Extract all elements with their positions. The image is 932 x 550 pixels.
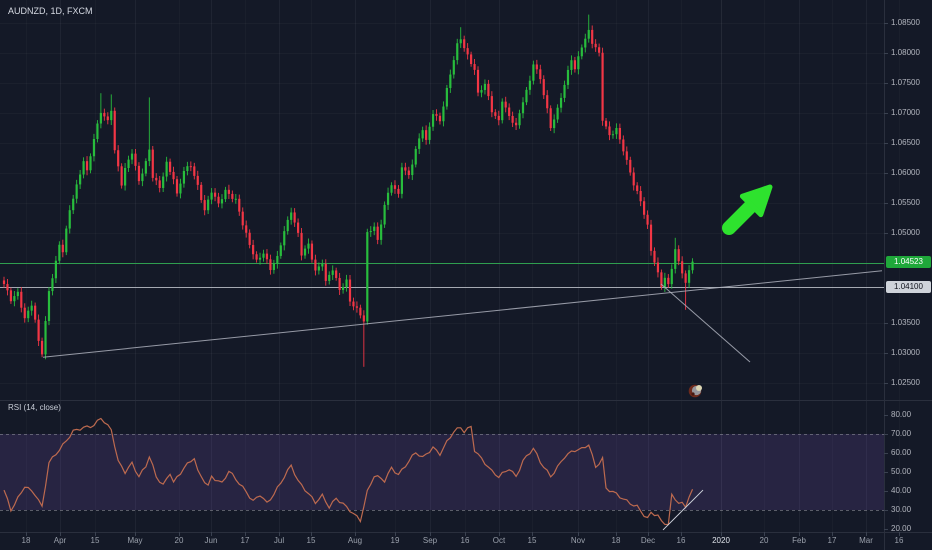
time-tick-label: 20 bbox=[759, 536, 769, 545]
price-tick-label: 1.05500 bbox=[891, 198, 920, 207]
axis-tick-marks bbox=[26, 23, 900, 536]
rsi-legend[interactable]: RSI (14, close) bbox=[8, 403, 61, 412]
time-tick-label: 16 bbox=[460, 536, 470, 545]
rsi-tick-label: 30.00 bbox=[891, 505, 912, 514]
time-tick-label: 17 bbox=[240, 536, 250, 545]
time-tick-label: 15 bbox=[306, 536, 316, 545]
time-tick-label: 15 bbox=[90, 536, 100, 545]
price-tick-label: 1.08500 bbox=[891, 18, 920, 27]
main-chart-pane[interactable] bbox=[0, 0, 884, 400]
time-tick-label: 19 bbox=[390, 536, 400, 545]
price-tick-label: 1.03000 bbox=[891, 348, 920, 357]
time-tick-label: 18 bbox=[611, 536, 621, 545]
bullish-arrow-drawing[interactable] bbox=[722, 184, 773, 235]
rsi-tick-label: 80.00 bbox=[891, 410, 912, 419]
time-tick-label: Jul bbox=[273, 536, 285, 545]
time-tick-label: Nov bbox=[570, 536, 586, 545]
descending-trendline[interactable] bbox=[660, 283, 751, 363]
hline-price-label: 1.04100 bbox=[886, 281, 931, 293]
price-tick-label: 1.06500 bbox=[891, 138, 920, 147]
rsi-tick-label: 50.00 bbox=[891, 467, 912, 476]
time-tick-label: 20 bbox=[174, 536, 184, 545]
time-tick-label: 16 bbox=[676, 536, 686, 545]
price-axis[interactable]: 1.08500 1.08000 1.07500 1.07000 1.06500 1.060… bbox=[884, 0, 932, 533]
watermark-avatar bbox=[688, 384, 702, 398]
time-tick-label: Feb bbox=[792, 536, 806, 545]
time-tick-label: May bbox=[127, 536, 143, 545]
vertical-gridlines bbox=[60, 0, 867, 532]
price-tick-label: 1.02500 bbox=[891, 378, 920, 387]
rsi-plot-line[interactable] bbox=[3, 417, 694, 526]
rsi-band bbox=[0, 434, 884, 510]
ascending-trendline[interactable] bbox=[42, 270, 883, 358]
time-tick-label: 15 bbox=[527, 536, 537, 545]
time-tick-label: 17 bbox=[827, 536, 837, 545]
time-tick-label: 2020 bbox=[712, 536, 730, 545]
rsi-tick-label: 20.00 bbox=[891, 524, 912, 533]
rsi-pane[interactable] bbox=[0, 400, 884, 532]
time-tick-label: Jun bbox=[204, 536, 218, 545]
last-price-label: 1.04523 bbox=[886, 255, 931, 268]
time-tick-label: Dec bbox=[640, 536, 656, 545]
time-tick-label: 16 bbox=[894, 536, 904, 545]
price-tick-label: 1.05000 bbox=[891, 228, 920, 237]
rsi-tick-label: 60.00 bbox=[891, 448, 912, 457]
rsi-tick-label: 70.00 bbox=[891, 429, 912, 438]
price-tick-label: 1.08000 bbox=[891, 48, 920, 57]
time-tick-label: Aug bbox=[347, 536, 363, 545]
price-tick-label: 1.06000 bbox=[891, 168, 920, 177]
price-tick-label: 1.03500 bbox=[891, 318, 920, 327]
time-axis[interactable]: 18 Apr 15 May 20 Jun 17 Jul 15 Aug 19 Sep 16 Oct 15 Nov… bbox=[0, 532, 932, 550]
time-tick-label: Sep bbox=[422, 536, 438, 545]
time-tick-label: Mar bbox=[859, 536, 873, 545]
time-tick-label: 18 bbox=[21, 536, 31, 545]
symbol-legend[interactable]: AUDNZD, 1D, FXCM bbox=[8, 6, 93, 16]
time-tick-label: Apr bbox=[53, 536, 67, 545]
rsi-tick-label: 40.00 bbox=[891, 486, 912, 495]
price-tick-label: 1.07500 bbox=[891, 78, 920, 87]
price-tick-label: 1.07000 bbox=[891, 108, 920, 117]
candles-layer bbox=[2, 14, 694, 367]
rsi-trendline[interactable] bbox=[662, 489, 704, 531]
time-tick-label: Oct bbox=[492, 536, 506, 545]
